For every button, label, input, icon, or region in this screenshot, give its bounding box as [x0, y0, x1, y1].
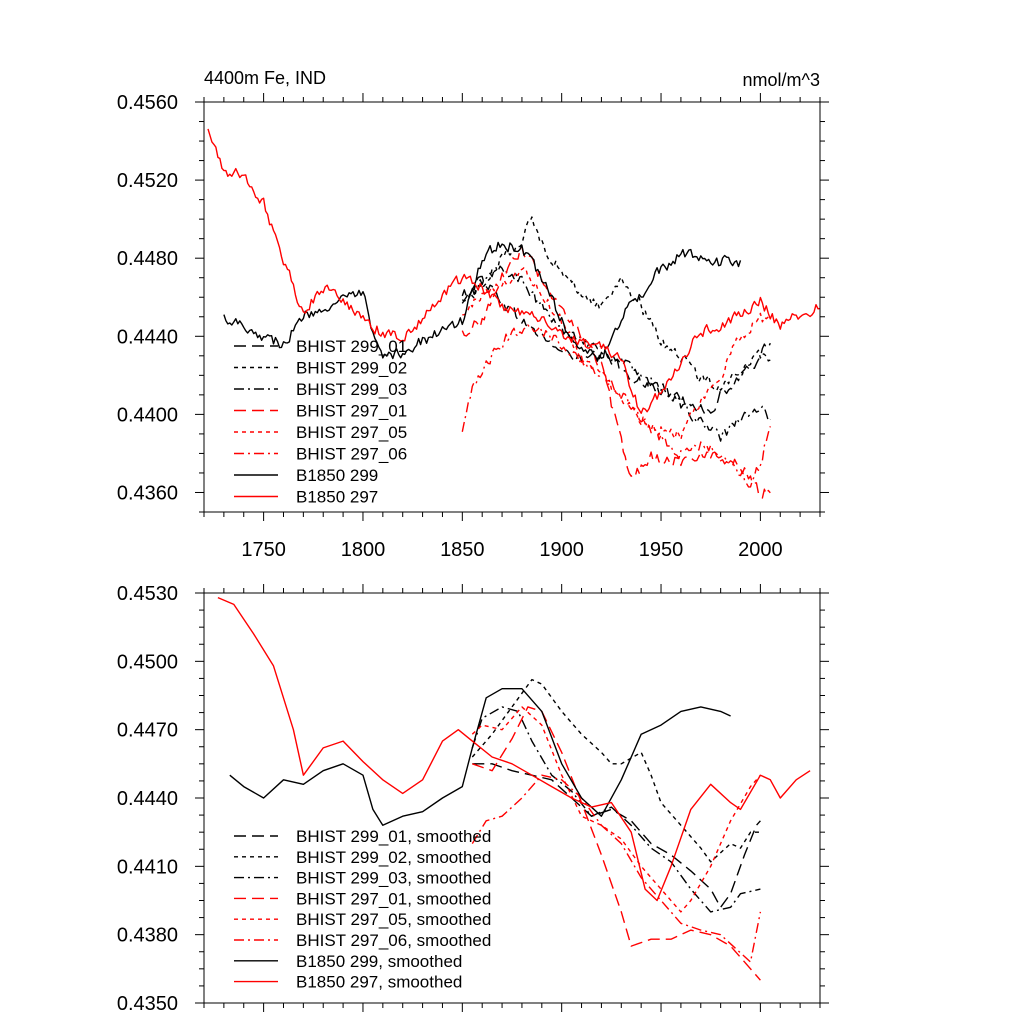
legend-label: BHIST 297_05, smoothed	[296, 910, 491, 929]
legend-label: BHIST 297_01, smoothed	[296, 889, 491, 908]
legend-label: BHIST 299_01, smoothed	[296, 827, 491, 846]
top-panel-units: nmol/m^3	[743, 70, 820, 90]
legend-label: BHIST 299_01	[296, 337, 407, 356]
series-line	[471, 774, 762, 963]
plot-frame	[203, 101, 821, 513]
series-line	[472, 763, 761, 908]
y-tick-label: 0.4380	[117, 925, 178, 947]
y-tick-label: 0.4400	[117, 404, 178, 426]
legend-label: BHIST 297_06	[296, 445, 407, 464]
x-tick-label: 1900	[539, 539, 584, 561]
series-group	[217, 596, 811, 981]
y-tick-label: 0.4410	[117, 856, 178, 878]
series-line	[461, 216, 771, 392]
x-tick-label: 1850	[440, 539, 485, 561]
legend-label: BHIST 297_01	[296, 402, 407, 421]
series-line	[461, 324, 771, 488]
legend-label: B1850 297, smoothed	[296, 973, 462, 992]
legend-label: B1850 299, smoothed	[296, 952, 462, 971]
legend-label: BHIST 299_02, smoothed	[296, 848, 491, 867]
series-line	[217, 596, 811, 902]
y-tick-label: 0.4500	[117, 651, 178, 673]
series-group	[207, 128, 820, 499]
series-line	[471, 678, 761, 863]
legend-label: BHIST 297_06, smoothed	[296, 931, 491, 950]
series-line	[461, 246, 771, 499]
y-tick-label: 0.4440	[117, 326, 178, 348]
y-tick-label: 0.4440	[117, 788, 178, 810]
top-panel: 4400m Fe, IND nmol/m^3 0.4360 0.4400 0.444…	[117, 68, 829, 561]
legend-label: B1850 297	[296, 488, 378, 507]
y-tick-label: 0.4470	[117, 720, 178, 742]
series-line	[207, 128, 820, 414]
y-tick-label: 0.4360	[117, 482, 178, 504]
y-tick-label: 0.4520	[117, 170, 178, 192]
x-tick-label: 1800	[341, 539, 386, 561]
y-tick-label: 0.4350	[117, 993, 178, 1015]
x-tick-label: 1950	[639, 539, 684, 561]
top-panel-title: 4400m Fe, IND	[204, 68, 326, 88]
series-line	[462, 267, 771, 441]
y-tick-label: 0.4560	[117, 92, 178, 114]
series-line	[461, 265, 771, 442]
series-line	[472, 706, 761, 981]
bottom-panel: 0.4350 0.4380 0.4410 0.4440 0.4470 0.4500 0.45…	[117, 583, 829, 1015]
y-tick-label: 0.4480	[117, 248, 178, 270]
legend-label: BHIST 297_05	[296, 423, 407, 442]
series-line	[229, 688, 731, 826]
series-line	[471, 706, 761, 913]
x-tick-label: 2000	[738, 539, 783, 561]
legend-label: BHIST 299_02	[296, 359, 407, 378]
series-line	[223, 241, 742, 362]
legend-label: B1850 299	[296, 466, 378, 485]
y-tick-label: 0.4530	[117, 583, 178, 605]
x-tick-label: 1750	[241, 539, 286, 561]
legend-label: BHIST 299_03, smoothed	[296, 869, 491, 888]
legend-label: BHIST 299_03	[296, 380, 407, 399]
series-line	[471, 706, 761, 913]
